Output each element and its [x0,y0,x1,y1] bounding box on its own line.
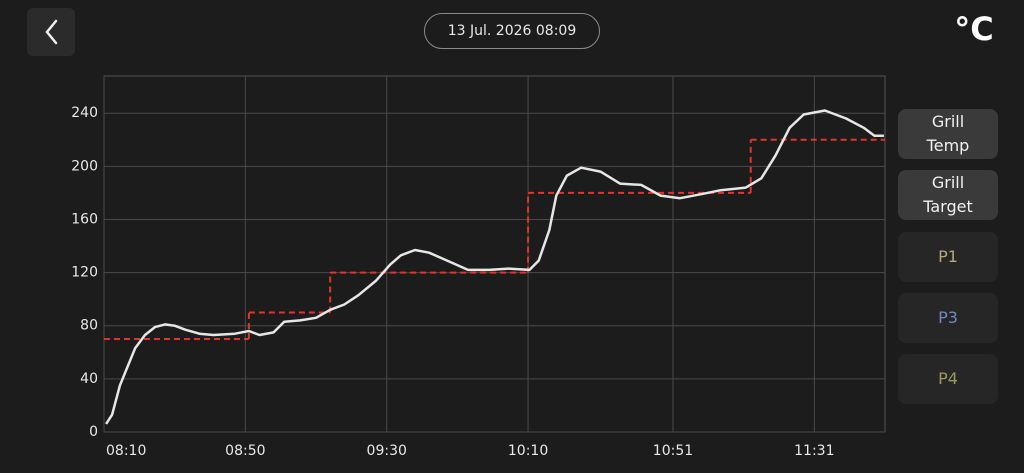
back-icon [45,19,58,45]
legend-label: P3 [938,308,958,327]
x-tick-label: 08:50 [225,443,265,459]
legend-label: Grill Temp [926,112,970,155]
back-button[interactable] [27,8,75,56]
legend-button[interactable]: Grill Target [898,170,998,220]
x-tick-label: 08:10 [106,443,146,459]
y-tick-label: 40 [80,371,98,387]
legend-button[interactable]: P1 [898,232,998,282]
legend-button[interactable]: P3 [898,293,998,343]
x-tick-label: 10:51 [653,443,693,459]
legend-label: Grill Target [923,173,973,216]
legend-label: P1 [938,247,958,266]
y-tick-label: 160 [71,211,98,227]
y-tick-label: 240 [71,105,98,121]
y-tick-label: 80 [80,318,98,334]
legend-button[interactable]: Grill Temp [898,109,998,159]
unit-toggle[interactable]: °C [954,10,994,48]
temp-line [105,109,884,425]
y-tick-label: 0 [89,424,98,440]
x-tick-label: 10:10 [508,443,548,459]
chart: 0 40 80 120 160 200 240 08:10 08:50 09:30 10:10 10:… [71,75,886,459]
x-tick-label: 09:30 [367,443,407,459]
x-tick-label: 11:31 [794,443,834,459]
y-tick-label: 200 [71,158,98,174]
y-tick-label: 120 [71,265,98,281]
legend-label: P4 [938,369,958,388]
legend-button[interactable]: P4 [898,354,998,404]
date-display[interactable]: 13 Jul. 2026 08:09 [424,13,600,49]
